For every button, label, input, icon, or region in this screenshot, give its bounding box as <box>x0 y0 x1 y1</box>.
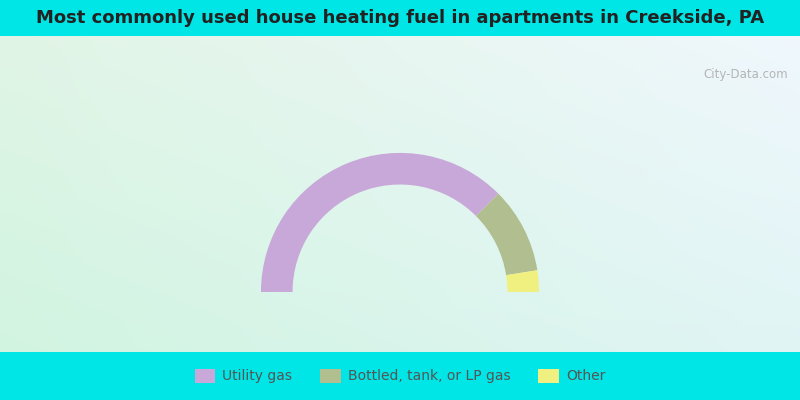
Wedge shape <box>506 270 539 292</box>
Legend: Utility gas, Bottled, tank, or LP gas, Other: Utility gas, Bottled, tank, or LP gas, O… <box>194 368 606 384</box>
Text: Most commonly used house heating fuel in apartments in Creekside, PA: Most commonly used house heating fuel in… <box>36 9 764 27</box>
Wedge shape <box>261 153 498 292</box>
Wedge shape <box>476 194 538 275</box>
Text: City-Data.com: City-Data.com <box>703 68 788 81</box>
